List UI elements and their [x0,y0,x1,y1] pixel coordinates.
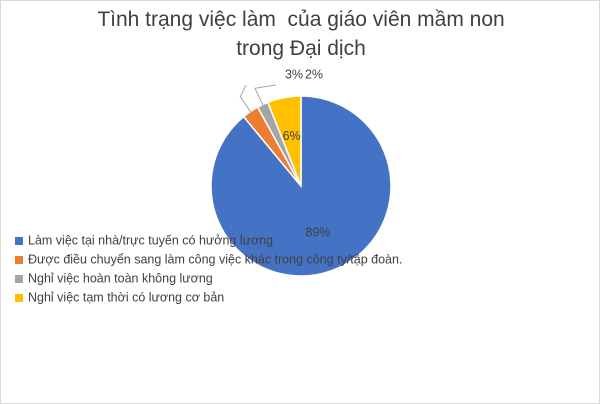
pie-slice [266,95,302,187]
legend-label: Được điều chuyển sang làm công việc khác… [28,252,402,266]
legend-swatch [15,294,23,302]
legend-swatch [15,275,23,283]
data-label: 6% [283,129,301,143]
data-label: 89% [305,225,330,239]
chart-title: Tình trạng việc làm của giáo viên mầm no… [97,8,511,60]
legend-label: Làm việc tại nhà/trực tuyến có hưởng lươ… [28,233,273,247]
data-label: 3% [285,67,303,81]
legend-label: Nghỉ việc tạm thời có lương cơ bản [28,290,224,304]
legend-label: Nghỉ việc hoàn toàn không lương [28,271,213,285]
leader-line [254,84,277,107]
data-label: 2% [305,67,323,81]
legend-swatch [15,256,23,264]
leader-line [239,84,252,114]
legend-swatch [15,237,23,245]
